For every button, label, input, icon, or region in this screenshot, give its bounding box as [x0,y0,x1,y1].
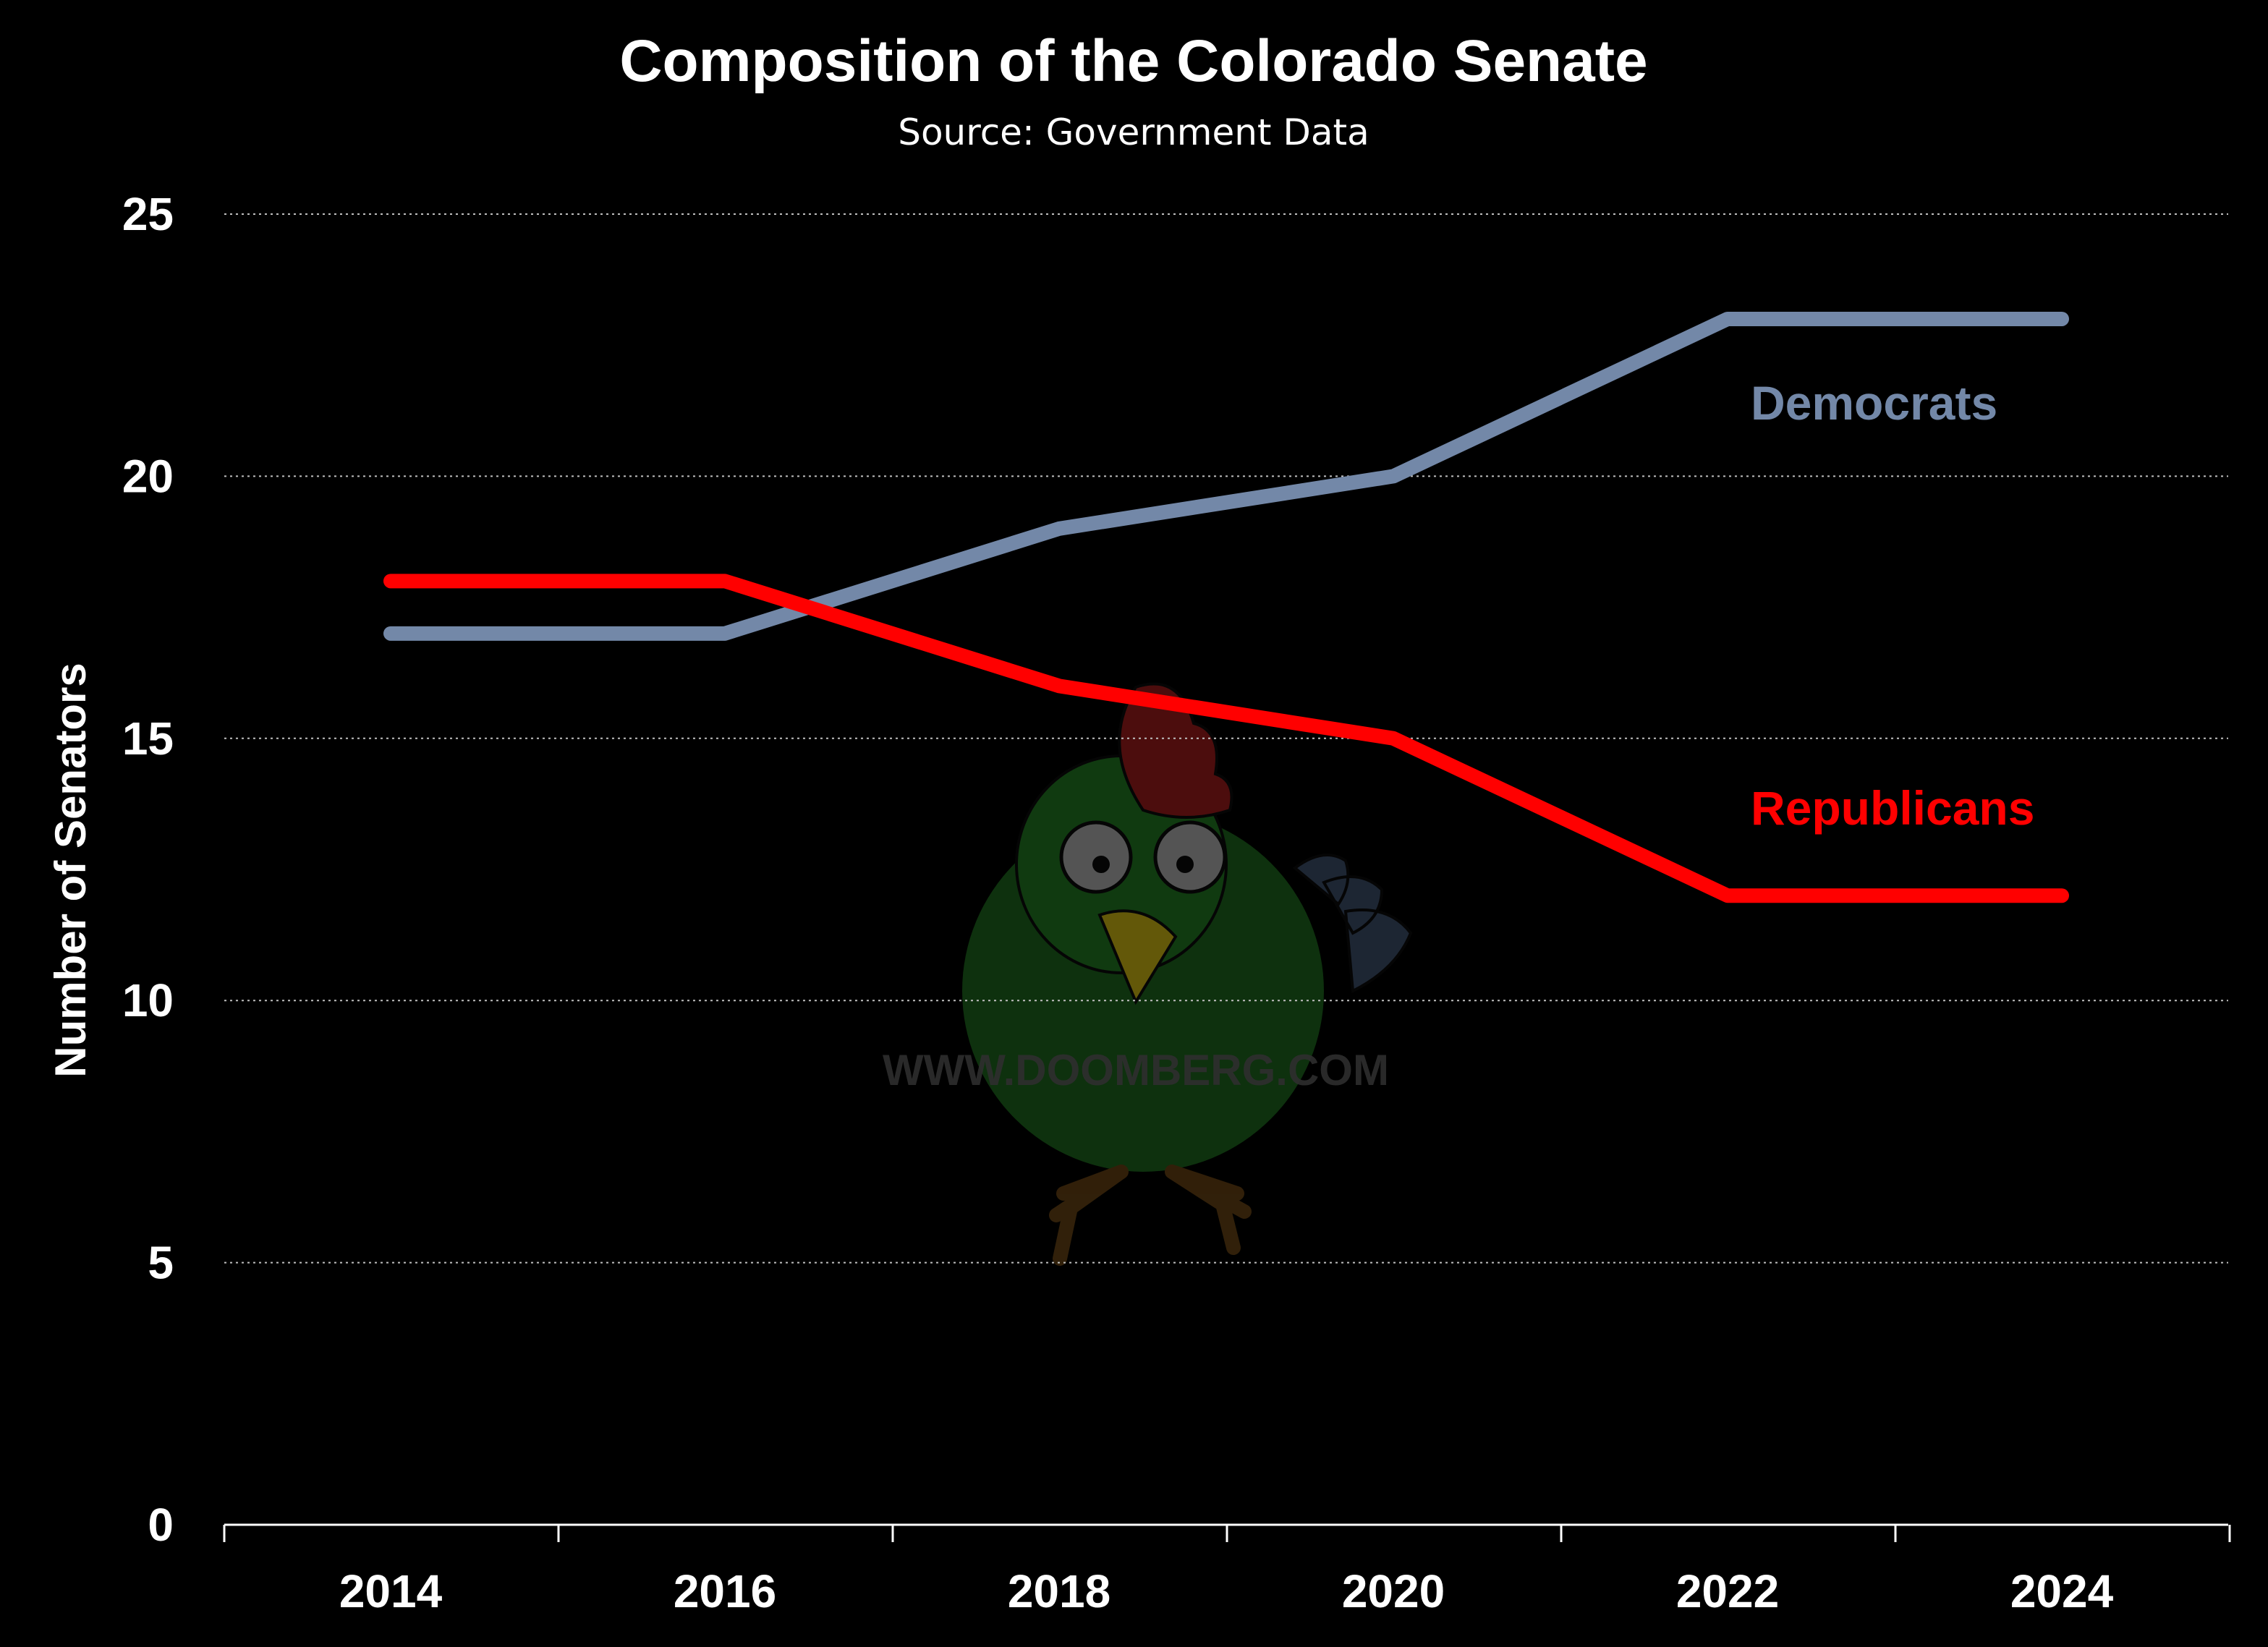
x-tick-label: 2022 [1676,1565,1779,1617]
x-tick-label: 2024 [2010,1565,2114,1617]
mascot-leg-right [1165,1165,1252,1255]
data-point-democrats [1058,527,1060,529]
y-tick-label: 5 [148,1237,174,1289]
mascot-eye-left [1059,820,1133,894]
data-point-republicans [1727,895,1728,897]
y-tick-label: 15 [122,712,174,765]
y-tick-label: 20 [122,450,174,502]
y-tick-label: 0 [148,1499,174,1551]
series-line-republicans [383,574,2069,903]
data-point-democrats [724,632,726,634]
watermark-text: WWW.DOOMBERG.COM [883,1046,1389,1094]
series-lines [383,311,2069,903]
x-tick-label: 2020 [1342,1565,1445,1617]
x-tick-label: 2014 [339,1565,443,1617]
mascot-leg-left [1049,1165,1129,1266]
mascot-eye-right [1153,820,1227,894]
y-tick-label: 10 [122,974,174,1026]
chicken-mascot-icon: WWW.DOOMBERG.COM [883,682,1413,1266]
data-point-republicans [390,580,391,582]
x-axis: 2014 2016 2018 2020 2022 2024 [223,1523,2231,1617]
data-point-republicans [1058,685,1060,687]
data-point-republicans [1393,737,1394,739]
mascot-tail [1292,854,1413,994]
x-tick-label: 2018 [1008,1565,1110,1617]
data-point-republicans [724,580,726,582]
mascot-pupil-right [1176,856,1194,873]
y-axis-title: Number of Senators [46,663,95,1077]
y-tick-label: 25 [122,188,174,240]
mascot-pupil-left [1092,856,1110,873]
data-point-democrats [390,632,391,634]
y-gridlines [224,213,2228,1264]
series-label-republicans: Republicans [1751,781,2034,835]
data-point-democrats [1393,475,1394,477]
data-point-democrats [1727,318,1728,320]
mascot-beak [1097,909,1178,1005]
series-line-democrats [383,311,2069,641]
data-point-democrats [2061,318,2063,320]
data-point-republicans [2061,895,2063,897]
mascot-comb [1118,682,1233,819]
chart-title: Composition of the Colorado Senate [619,28,1647,94]
x-tick-label: 2016 [674,1565,776,1617]
y-axis-ticks: 0 5 10 15 20 25 [122,188,174,1551]
chart-subtitle: Source: Government Data [898,111,1369,153]
series-label-democrats: Democrats [1751,376,1997,430]
